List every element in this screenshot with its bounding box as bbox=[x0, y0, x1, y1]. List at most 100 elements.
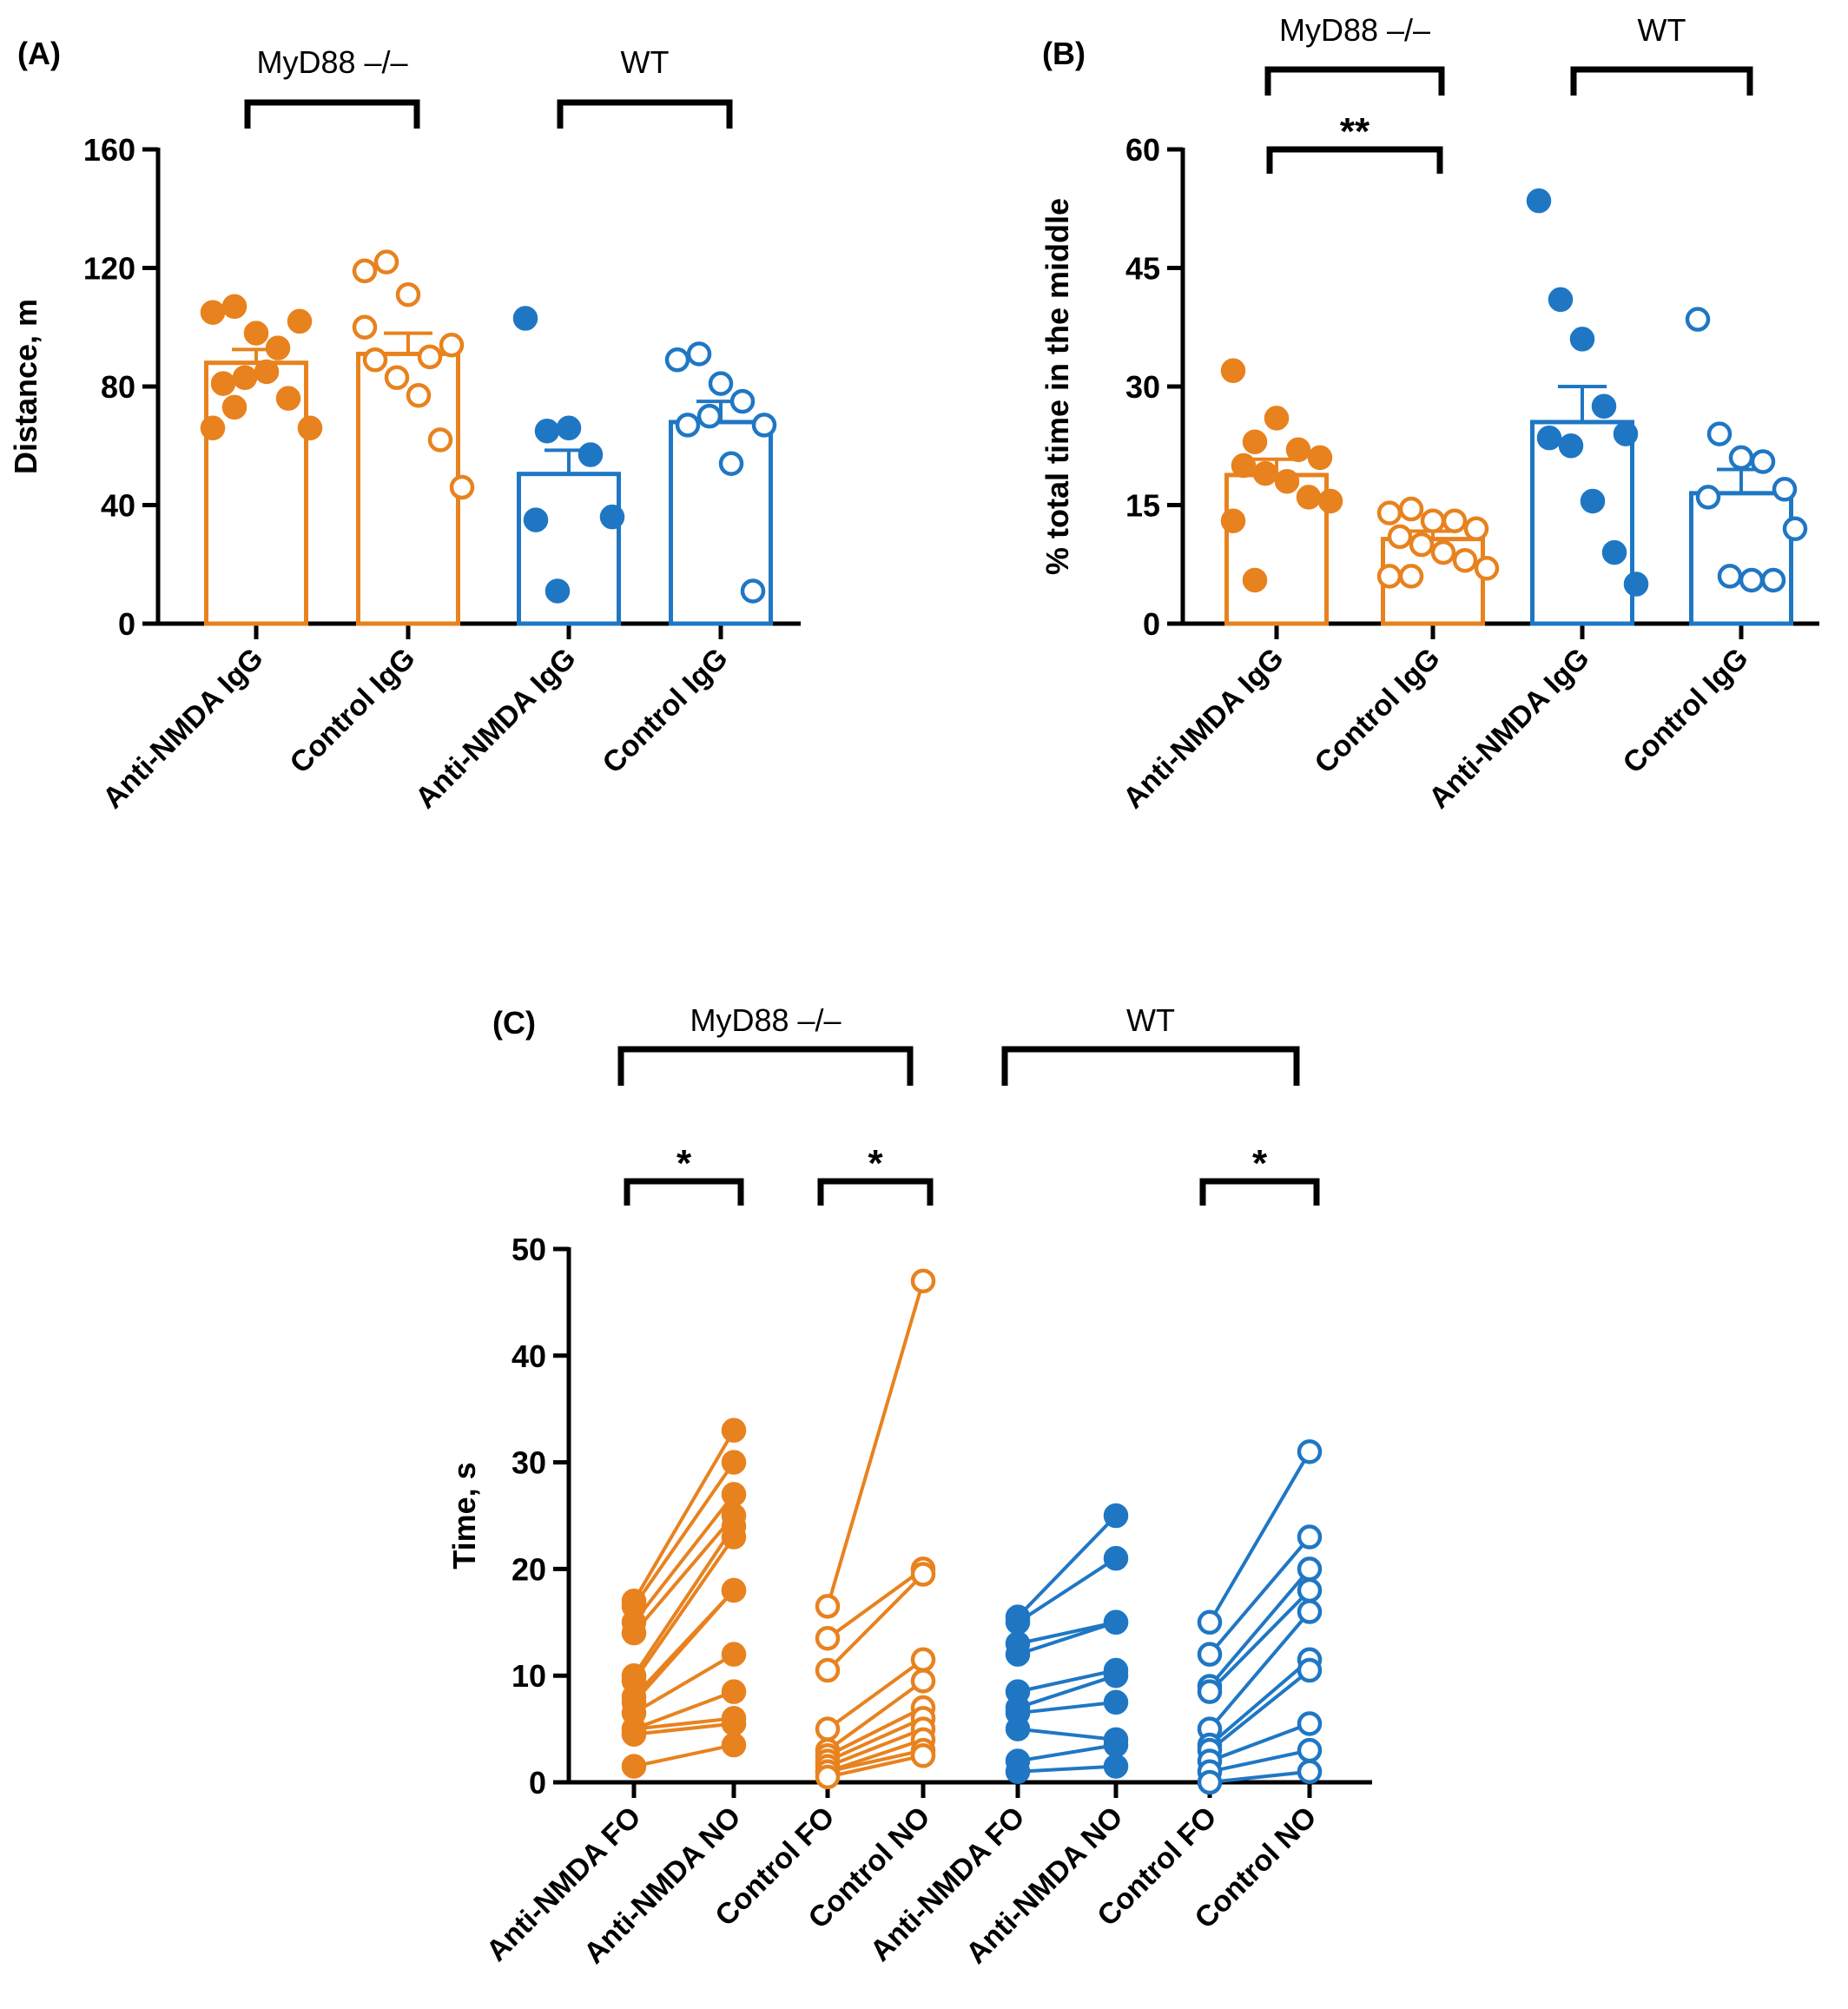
data-point bbox=[729, 388, 756, 414]
data-point bbox=[1591, 393, 1617, 419]
data-point bbox=[1197, 1769, 1223, 1795]
group-bracket bbox=[617, 1046, 914, 1086]
data-point bbox=[621, 1722, 647, 1747]
data-point bbox=[1231, 453, 1257, 479]
data-point bbox=[1297, 1577, 1323, 1603]
pair-line bbox=[1017, 1620, 1117, 1656]
data-point bbox=[910, 1743, 936, 1768]
data-point bbox=[1103, 1662, 1129, 1688]
data-point bbox=[721, 1450, 747, 1475]
data-point bbox=[1558, 433, 1584, 459]
pair-line bbox=[1016, 1514, 1118, 1619]
significance-label: * bbox=[676, 1142, 692, 1185]
data-point bbox=[1750, 449, 1776, 474]
pair-line bbox=[1016, 1556, 1118, 1624]
pair-line bbox=[826, 1679, 925, 1752]
y-tick-label: 60 bbox=[1125, 132, 1160, 168]
y-axis-label: Distance, m bbox=[8, 299, 43, 474]
x-tick-label: Anti-NMDA IgG bbox=[1422, 642, 1596, 816]
pair-line bbox=[1208, 1568, 1311, 1688]
data-point bbox=[1613, 421, 1639, 446]
panel-label: (A) bbox=[17, 36, 61, 71]
data-point bbox=[1197, 1679, 1223, 1704]
data-point bbox=[721, 1524, 747, 1550]
data-point bbox=[721, 1577, 747, 1603]
data-point bbox=[1005, 1642, 1031, 1667]
data-point bbox=[1728, 445, 1754, 471]
data-point bbox=[1220, 358, 1246, 384]
pair-line bbox=[632, 1429, 736, 1603]
data-point bbox=[1782, 516, 1808, 542]
pair-line bbox=[1208, 1536, 1311, 1655]
group-bracket bbox=[1001, 1046, 1300, 1086]
pair-line bbox=[1208, 1589, 1311, 1694]
pair-line bbox=[1208, 1451, 1311, 1623]
pair-line bbox=[633, 1716, 735, 1731]
y-tick-label: 30 bbox=[1125, 369, 1160, 405]
data-point bbox=[1685, 307, 1711, 332]
data-point bbox=[721, 1732, 747, 1758]
pair-line bbox=[1208, 1610, 1311, 1730]
x-tick-label: Control IgG bbox=[284, 642, 422, 780]
data-point bbox=[621, 1754, 647, 1779]
group-label: MyD88 –/– bbox=[1279, 12, 1430, 48]
data-point bbox=[1463, 516, 1489, 542]
data-point bbox=[751, 413, 777, 438]
data-point bbox=[910, 1562, 936, 1587]
data-point bbox=[1526, 188, 1552, 214]
data-point bbox=[696, 403, 723, 429]
data-point bbox=[1103, 1503, 1129, 1529]
data-point bbox=[1264, 406, 1290, 431]
x-tick-label: Anti-NMDA IgG bbox=[96, 642, 270, 816]
data-point bbox=[1197, 1609, 1223, 1636]
pair-line bbox=[632, 1589, 736, 1704]
data-point bbox=[1398, 496, 1424, 522]
data-point bbox=[1297, 1439, 1323, 1464]
data-point bbox=[200, 300, 226, 325]
data-point bbox=[1005, 1609, 1031, 1636]
data-point bbox=[1252, 460, 1278, 486]
pair-line bbox=[632, 1652, 736, 1715]
significance-bracket bbox=[1266, 146, 1443, 174]
data-point bbox=[1197, 1642, 1223, 1667]
pair-line bbox=[1209, 1748, 1310, 1774]
pair-line bbox=[632, 1536, 736, 1682]
data-point bbox=[1387, 524, 1413, 550]
data-point bbox=[1297, 1599, 1323, 1624]
pair-line bbox=[632, 1514, 736, 1635]
significance-label: * bbox=[1252, 1142, 1268, 1185]
data-point bbox=[449, 474, 475, 500]
data-point bbox=[1005, 1716, 1031, 1741]
pair-line bbox=[633, 1743, 735, 1768]
y-tick-label: 40 bbox=[512, 1338, 546, 1374]
data-point bbox=[1376, 564, 1402, 589]
data-point bbox=[352, 258, 378, 284]
pair-line bbox=[826, 1567, 925, 1640]
data-point bbox=[427, 427, 453, 453]
y-tick-label: 20 bbox=[512, 1551, 546, 1587]
data-point bbox=[599, 504, 625, 530]
pair-line bbox=[827, 1716, 924, 1763]
y-tick-label: 50 bbox=[512, 1232, 546, 1267]
data-point bbox=[1548, 287, 1574, 313]
data-point bbox=[815, 1625, 841, 1651]
data-point bbox=[686, 341, 712, 367]
pair-line bbox=[826, 1280, 925, 1607]
y-tick-label: 45 bbox=[1125, 251, 1160, 287]
data-point bbox=[1307, 445, 1333, 471]
data-point bbox=[910, 1647, 936, 1673]
group-label: MyD88 –/– bbox=[690, 1002, 841, 1038]
data-point bbox=[815, 1716, 841, 1741]
data-point bbox=[1242, 567, 1268, 593]
x-tick-label: Anti-NMDA IgG bbox=[409, 642, 583, 816]
data-point bbox=[200, 415, 226, 441]
pair-line bbox=[1017, 1669, 1117, 1694]
data-point bbox=[1420, 508, 1446, 533]
significance-bracket bbox=[1199, 1178, 1320, 1206]
data-point bbox=[721, 1642, 747, 1667]
y-tick-label: 80 bbox=[101, 369, 135, 405]
data-point bbox=[1297, 1657, 1323, 1683]
y-tick-label: 0 bbox=[118, 606, 135, 642]
data-point bbox=[721, 1711, 747, 1736]
